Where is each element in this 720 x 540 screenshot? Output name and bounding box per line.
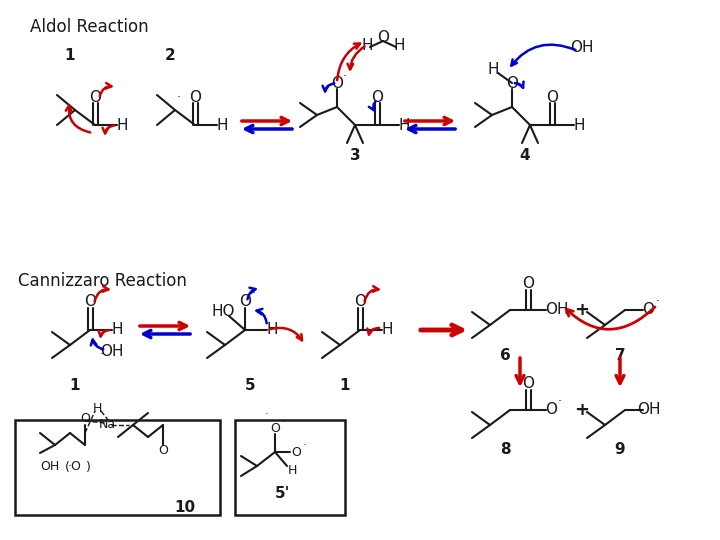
Text: H: H	[398, 118, 410, 132]
Text: 1: 1	[340, 377, 350, 393]
Text: ·: ·	[656, 295, 660, 308]
Bar	[235, 420, 345, 515]
Text: O: O	[89, 90, 101, 105]
Text: 4: 4	[520, 147, 531, 163]
Text: ·: ·	[100, 348, 104, 361]
Text: +: +	[575, 401, 590, 419]
Text: O: O	[377, 30, 389, 44]
Text: H: H	[216, 118, 228, 132]
Text: 9: 9	[615, 442, 625, 457]
Text: OH: OH	[100, 345, 124, 360]
Text: 2: 2	[165, 48, 176, 63]
Text: ·: ·	[282, 417, 286, 427]
Text: O: O	[84, 294, 96, 309]
Text: OH: OH	[637, 402, 661, 417]
Text: O: O	[270, 422, 280, 435]
Text: 6: 6	[500, 348, 510, 362]
Text: (: (	[65, 461, 69, 474]
Text: +: +	[575, 301, 590, 319]
Text: ·: ·	[303, 440, 307, 450]
Text: ·: ·	[558, 395, 562, 408]
Text: O: O	[522, 376, 534, 392]
Text: Aldol Reaction: Aldol Reaction	[30, 18, 148, 36]
Text: ·: ·	[343, 71, 347, 84]
Text: OH: OH	[40, 461, 60, 474]
Text: H: H	[393, 37, 405, 52]
Text: O: O	[354, 294, 366, 309]
Text: 1: 1	[70, 377, 80, 393]
Text: 8: 8	[500, 442, 510, 457]
Text: H: H	[361, 37, 373, 52]
Text: ·: ·	[252, 287, 256, 300]
Text: O: O	[239, 294, 251, 309]
Text: O: O	[546, 90, 558, 105]
Text: OH: OH	[570, 39, 594, 55]
Text: ·: ·	[265, 409, 269, 419]
Text: ·: ·	[177, 91, 181, 105]
Text: O: O	[545, 402, 557, 417]
Text: 1: 1	[65, 48, 76, 63]
Text: O: O	[291, 446, 301, 458]
Text: HO: HO	[211, 305, 235, 320]
Text: 5': 5'	[275, 487, 291, 502]
Text: O: O	[371, 90, 383, 105]
Text: O: O	[522, 276, 534, 292]
Text: H: H	[557, 302, 568, 318]
Text: O: O	[80, 413, 90, 426]
Text: O: O	[642, 302, 654, 318]
Text: 3: 3	[350, 147, 360, 163]
Text: O: O	[158, 444, 168, 457]
Text: H: H	[287, 463, 297, 476]
Text: H: H	[116, 118, 127, 132]
Text: O: O	[189, 90, 201, 105]
Text: O: O	[331, 76, 343, 91]
Bar	[15, 420, 220, 515]
Text: H: H	[112, 322, 122, 338]
Text: ): )	[86, 461, 91, 474]
Text: H: H	[573, 118, 585, 132]
Text: 5: 5	[245, 377, 256, 393]
Text: H: H	[487, 62, 499, 77]
Text: H: H	[92, 402, 102, 415]
Text: O: O	[545, 302, 557, 318]
Text: Cannizzaro Reaction: Cannizzaro Reaction	[18, 272, 187, 290]
Text: 7: 7	[615, 348, 625, 362]
Text: H: H	[382, 322, 392, 338]
Text: ·: ·	[570, 44, 574, 57]
Text: 10: 10	[174, 501, 196, 516]
Text: Na: Na	[99, 418, 116, 431]
Text: H: H	[266, 322, 278, 338]
Text: O: O	[506, 76, 518, 91]
Text: ·O: ·O	[68, 461, 82, 474]
